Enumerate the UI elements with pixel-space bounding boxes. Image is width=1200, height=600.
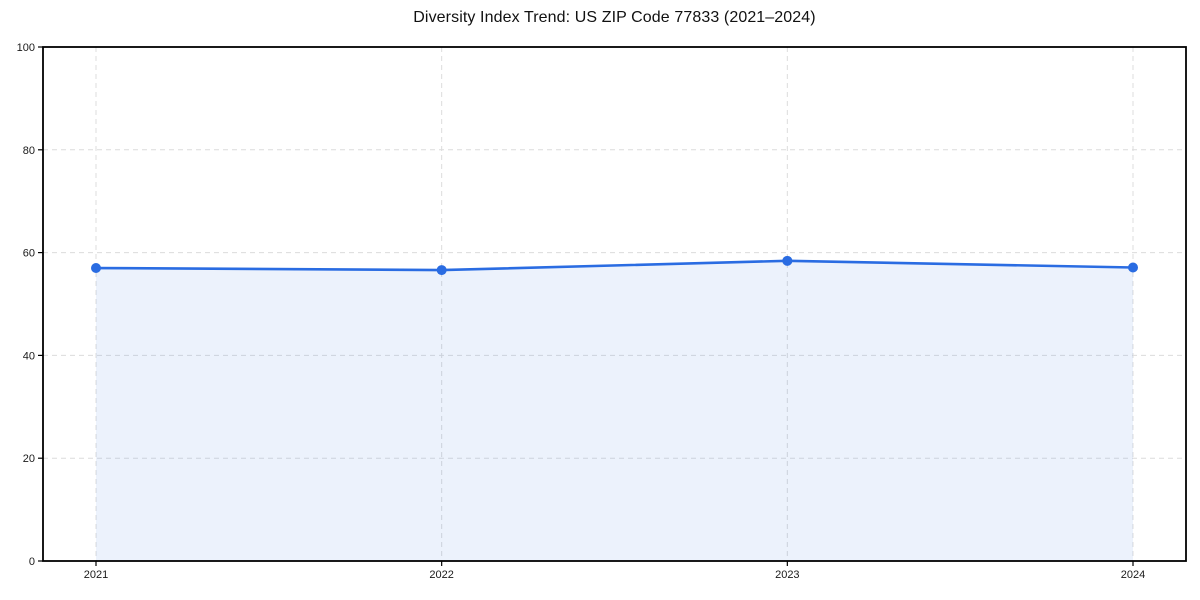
x-tick-label: 2022	[429, 569, 453, 581]
x-tick-label: 2021	[84, 569, 108, 581]
y-tick-label: 40	[23, 350, 35, 362]
data-point-marker	[1128, 262, 1138, 273]
y-tick-label: 80	[23, 145, 35, 157]
chart-title: Diversity Index Trend: US ZIP Code 77833…	[413, 9, 816, 26]
data-point-marker	[436, 265, 447, 276]
x-tick-label: 2024	[1121, 569, 1145, 581]
data-point-marker	[91, 263, 101, 274]
y-tick-label: 20	[23, 453, 35, 465]
area-fill	[96, 260, 1133, 561]
y-tick-label: 0	[29, 556, 35, 568]
trend-line	[94, 259, 1135, 272]
plot-border	[42, 46, 1187, 562]
y-tick-label: 100	[17, 42, 35, 54]
x-tick-label: 2023	[775, 569, 799, 581]
y-tick-label: 60	[23, 248, 35, 260]
data-point-marker	[782, 255, 793, 266]
